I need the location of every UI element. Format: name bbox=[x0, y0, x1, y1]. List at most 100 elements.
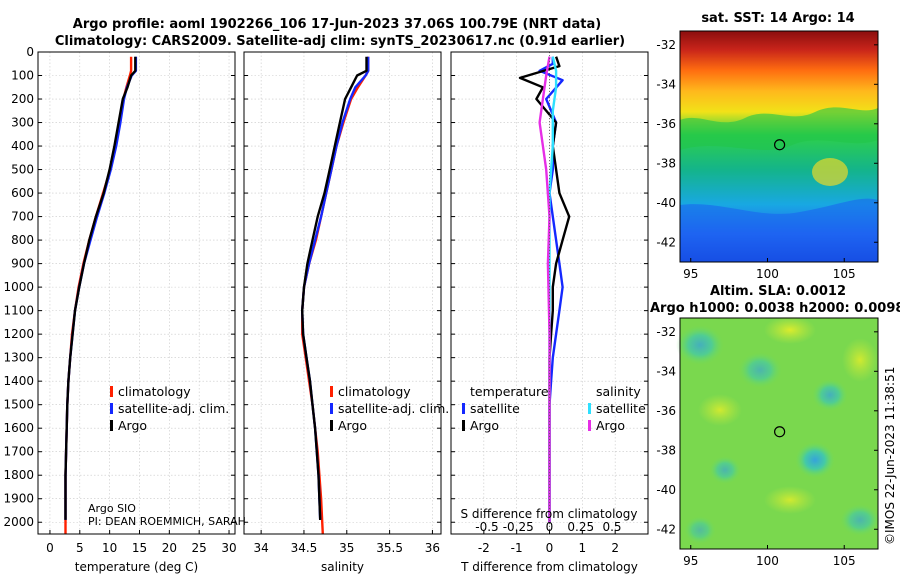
x-tick-label: 36 bbox=[425, 541, 440, 555]
y-tick-label: 300 bbox=[11, 116, 34, 130]
x-axis-label: temperature (deg C) bbox=[75, 560, 198, 574]
legend-label-argo: Argo bbox=[338, 418, 367, 433]
map-x-tick-label: 105 bbox=[833, 554, 856, 568]
sla-high-3 bbox=[698, 394, 742, 426]
salinity-panel: 34 34.5 35 35.5 36 salinity bbox=[243, 51, 442, 574]
map-y-tick-label: -38 bbox=[656, 156, 676, 170]
legend-label-sal-satellite: satellite bbox=[596, 401, 646, 416]
x-tick-label: 20 bbox=[162, 541, 177, 555]
map-x-tick-label: 95 bbox=[683, 554, 698, 568]
y-tick-label: 1300 bbox=[3, 351, 34, 365]
map-y-tick-label: -40 bbox=[656, 196, 676, 210]
difference-legend: temperature satellite Argo salinity sate… bbox=[462, 384, 646, 433]
top-x-tick-label: -0.5 bbox=[475, 520, 498, 534]
temperature-legend: climatology satellite-adj. clim. Argo bbox=[110, 384, 229, 433]
argo-float-marker bbox=[774, 139, 786, 151]
credit-argo: Argo SIO bbox=[88, 502, 136, 515]
title-line-1: Argo profile: aoml 1902266_106 17-Jun-20… bbox=[73, 17, 601, 32]
legend-label-argo: Argo bbox=[118, 418, 147, 433]
legend-label-temp-argo: Argo bbox=[470, 418, 499, 433]
map-y-tick-label: -42 bbox=[656, 522, 676, 536]
y-tick-label: 2000 bbox=[3, 515, 34, 529]
sla-low-7 bbox=[684, 516, 716, 544]
y-tick-label: 1100 bbox=[3, 304, 34, 318]
plot-frame bbox=[37, 51, 236, 535]
map-y-tick-label: -34 bbox=[656, 77, 676, 91]
top-x-tick-label: 0.5 bbox=[602, 520, 621, 534]
x-tick-label: 30 bbox=[221, 541, 236, 555]
map-y-tick-label: -36 bbox=[656, 404, 676, 418]
series-line-salinity-argo bbox=[538, 56, 551, 523]
x-tick-label: 1 bbox=[579, 541, 587, 555]
sst-map-frame bbox=[679, 30, 879, 263]
imos-timestamp: ©IMOS 22-Jun-2023 11:38:51 bbox=[883, 367, 897, 545]
series-line-argo bbox=[64, 56, 137, 520]
map-x-tick-label: 105 bbox=[833, 267, 856, 281]
argo-float-marker bbox=[774, 426, 786, 438]
x-tick-label: 0 bbox=[546, 541, 554, 555]
legend-swatch-sal-satellite bbox=[588, 403, 591, 414]
x-tick-label: 34.5 bbox=[291, 541, 318, 555]
map-y-tick-label: -42 bbox=[656, 235, 676, 249]
top-axis-label: S difference from climatology bbox=[461, 507, 638, 521]
y-tick-label: 0 bbox=[26, 45, 34, 59]
legend-swatch-argo bbox=[110, 420, 113, 431]
y-tick-label: 200 bbox=[11, 92, 34, 106]
legend-label-climatology: climatology bbox=[338, 384, 411, 399]
legend-swatch-temp-satellite bbox=[462, 403, 465, 414]
map-x-tick-label: 100 bbox=[756, 267, 779, 281]
difference-panel: -2 -1 0 1 2 T difference from climatology S di… bbox=[450, 51, 649, 574]
x-tick-label: 0 bbox=[46, 541, 54, 555]
plot-frame bbox=[243, 51, 442, 535]
x-tick-label: 35.5 bbox=[376, 541, 403, 555]
title-line-2: Climatology: CARS2009. Satellite-adj cli… bbox=[55, 34, 625, 49]
y-tick-label: 1900 bbox=[3, 492, 34, 506]
x-tick-label: 34 bbox=[253, 541, 268, 555]
y-tick-label: 600 bbox=[11, 186, 34, 200]
y-tick-label: 800 bbox=[11, 233, 34, 247]
legend-label-temp-satellite: satellite bbox=[470, 401, 520, 416]
y-tick-label: 100 bbox=[11, 69, 34, 83]
x-axis-label: salinity bbox=[321, 560, 364, 574]
top-x-tick-label: 0.25 bbox=[567, 520, 594, 534]
legend-header-temperature: temperature bbox=[470, 384, 549, 399]
legend-swatch-argo bbox=[330, 420, 333, 431]
x-tick-label: 5 bbox=[76, 541, 84, 555]
top-x-tick-label: 0 bbox=[546, 520, 554, 534]
legend-swatch-satellite bbox=[110, 403, 113, 414]
map-x-tick-label: 95 bbox=[683, 267, 698, 281]
sst-warm-eddy bbox=[812, 158, 848, 186]
sst-map-title: sat. SST: 14 Argo: 14 bbox=[701, 11, 854, 26]
legend-swatch-climatology bbox=[110, 386, 113, 397]
x-tick-label: -1 bbox=[511, 541, 523, 555]
y-tick-label: 1500 bbox=[3, 398, 34, 412]
sst-cold-tongue bbox=[680, 198, 878, 262]
sla-high-4 bbox=[764, 486, 816, 514]
map-y-tick-label: -40 bbox=[656, 483, 676, 497]
legend-swatch-temp-argo bbox=[462, 420, 465, 431]
x-axis-label: T difference from climatology bbox=[460, 560, 638, 574]
y-tick-label: 1400 bbox=[3, 374, 34, 388]
legend-header-salinity: salinity bbox=[596, 384, 641, 399]
y-tick-label: 1000 bbox=[3, 280, 34, 294]
map-y-tick-label: -36 bbox=[656, 117, 676, 131]
credit-pi: PI: DEAN ROEMMICH, SARAH bbox=[88, 515, 246, 528]
sla-high-1 bbox=[764, 316, 816, 344]
legend-label-satellite: satellite-adj. clim. bbox=[118, 401, 229, 416]
map-y-tick-label: -32 bbox=[656, 38, 676, 52]
temperature-panel: 0100200300400500600700800900100011001200… bbox=[3, 45, 236, 574]
x-tick-label: 25 bbox=[192, 541, 207, 555]
sst-map-axes: 95 100 105 -32 -34 -36 -38 -40 -42 bbox=[656, 38, 878, 281]
series-line-argo bbox=[301, 56, 368, 520]
y-tick-label: 1600 bbox=[3, 421, 34, 435]
x-tick-label: 10 bbox=[102, 541, 117, 555]
sla-map-subtitle: Argo h1000: 0.0038 h2000: 0.0098 bbox=[650, 301, 900, 316]
sla-low-1 bbox=[676, 325, 724, 365]
y-tick-label: 900 bbox=[11, 257, 34, 271]
legend-label-satellite: satellite-adj. clim. bbox=[338, 401, 449, 416]
sla-high-2 bbox=[842, 338, 878, 382]
sst-map bbox=[679, 30, 879, 263]
x-tick-label: 35 bbox=[339, 541, 354, 555]
y-tick-label: 1700 bbox=[3, 445, 34, 459]
